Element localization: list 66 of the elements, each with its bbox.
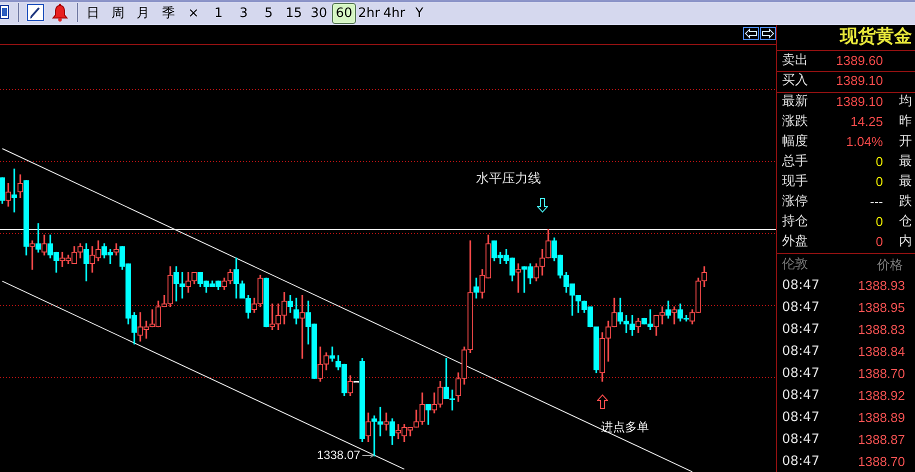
text: 08:47 [782, 410, 820, 426]
text: 0 [876, 234, 883, 250]
text: 价格 [877, 257, 903, 273]
text: 1388.84 [858, 344, 905, 360]
text: 08:47 [782, 322, 820, 338]
text: 1388.87 [858, 432, 905, 448]
text: 昨 [899, 114, 912, 130]
annotation: 进点多单 [601, 420, 649, 434]
text: 1388.89 [858, 410, 905, 426]
text: 3 [238, 5, 249, 23]
text: 08:47 [782, 432, 820, 448]
text: 1389.60 [836, 53, 883, 69]
text: 现手 [782, 174, 808, 190]
text: 30 [310, 5, 328, 23]
text: 60 [332, 3, 356, 24]
text: 卖出 [782, 53, 808, 69]
text: 0 [876, 214, 883, 230]
text: --- [870, 194, 883, 210]
text: 仓 [899, 214, 912, 230]
text: 开 [899, 134, 912, 150]
ref-line-label: 水平压力线 [476, 172, 541, 187]
text: 均 [899, 94, 912, 110]
text: 月 [136, 5, 151, 23]
text: 买入 [782, 73, 808, 89]
text: 1388.70 [858, 366, 905, 382]
text: 5 [264, 5, 274, 23]
text: 0 [876, 174, 883, 190]
text: 幅度 [782, 134, 808, 150]
text: 最新 [782, 94, 808, 110]
text: 08:47 [782, 454, 820, 470]
text: 1388.83 [858, 322, 905, 338]
text: 最 [899, 174, 912, 190]
text: 涨停 [782, 194, 808, 210]
text: 季 [160, 5, 176, 23]
text: 14.25 [850, 114, 883, 130]
text: 1 [213, 5, 224, 23]
text: 伦敦 [782, 257, 808, 273]
text: 08:47 [782, 344, 820, 360]
text: 0 [876, 154, 883, 170]
text: 总手 [782, 154, 808, 170]
text: × [186, 5, 200, 23]
text: 1388.92 [858, 388, 905, 404]
text: 涨跌 [782, 114, 808, 130]
text: Y [414, 5, 424, 23]
text: 2hr [357, 5, 382, 23]
text: 日 [86, 5, 100, 23]
text: 4hr [382, 5, 406, 23]
text: 1.04% [846, 134, 883, 150]
text: 08:47 [782, 366, 820, 382]
text: 持仓 [782, 214, 808, 230]
text: 周 [110, 5, 126, 23]
text: 15 [284, 5, 304, 23]
text: 跌 [899, 194, 912, 210]
text: 1388.70 [858, 454, 905, 470]
text: 内 [899, 234, 912, 250]
text: 1388.93 [858, 278, 905, 294]
text: 08:47 [782, 278, 820, 294]
annotation: 1338.07 [316, 448, 361, 462]
text: 1389.10 [836, 73, 883, 89]
text: 外盘 [782, 234, 808, 250]
text: 1388.95 [858, 300, 905, 316]
text: 最 [899, 154, 912, 170]
text: 现货黄金 [840, 26, 912, 48]
text: 1389.10 [836, 94, 883, 110]
text: 08:47 [782, 300, 820, 316]
text: 08:47 [782, 388, 820, 404]
